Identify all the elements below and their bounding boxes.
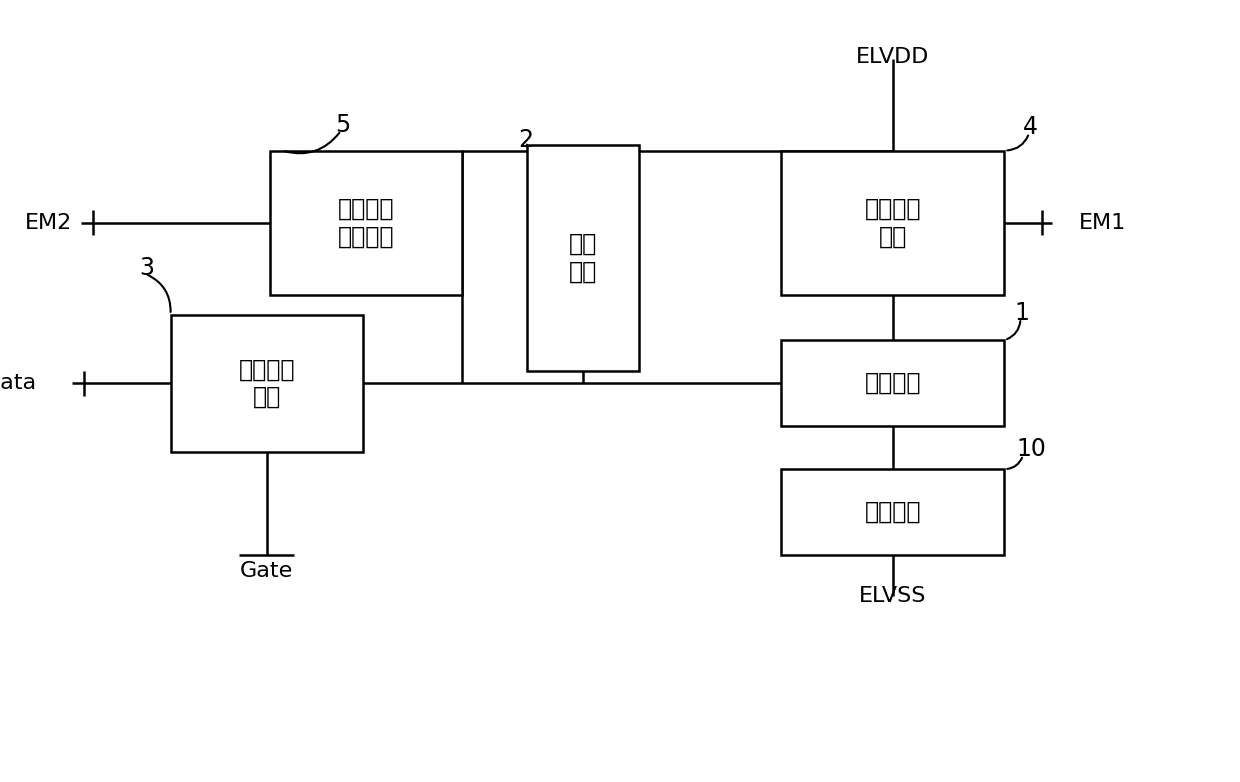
Bar (781, 469, 1004, 555)
Text: ELVDD: ELVDD (856, 47, 930, 67)
Text: ELVSS: ELVSS (859, 586, 926, 606)
Text: 3: 3 (139, 256, 154, 280)
Text: 10: 10 (1017, 437, 1047, 461)
Text: 4: 4 (1023, 115, 1038, 139)
Text: Data: Data (0, 373, 37, 393)
Text: 5: 5 (335, 113, 350, 137)
Text: EM2: EM2 (25, 213, 72, 233)
Text: 第一发光
控制单元: 第一发光 控制单元 (337, 197, 394, 249)
Text: Gate: Gate (241, 561, 293, 582)
Bar (781, 340, 1004, 426)
Bar (270, 150, 461, 295)
Text: 驱动单元: 驱动单元 (864, 371, 921, 395)
Bar (527, 145, 639, 371)
Text: 2: 2 (518, 128, 533, 152)
Text: 电源控制
单元: 电源控制 单元 (864, 197, 921, 249)
Text: 电容
单元: 电容 单元 (569, 232, 596, 284)
Text: 发光单元: 发光单元 (864, 500, 921, 524)
Bar (171, 315, 362, 452)
Text: EM1: EM1 (1079, 213, 1126, 233)
Text: 1: 1 (1014, 300, 1029, 325)
Bar (781, 150, 1004, 295)
Text: 数据写入
单元: 数据写入 单元 (238, 357, 295, 409)
